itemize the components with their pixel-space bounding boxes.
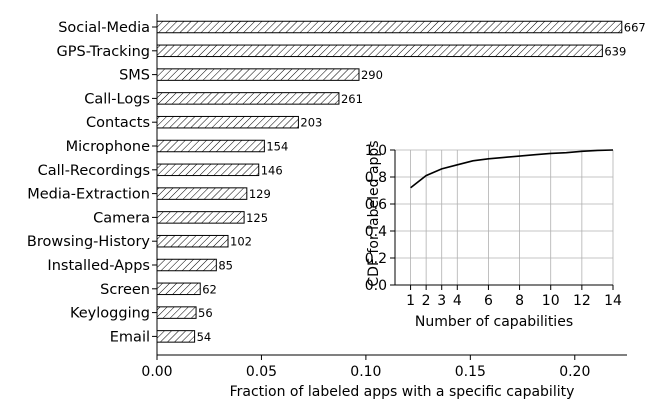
value-label-installed-apps: 85 <box>218 259 233 273</box>
value-label-microphone: 154 <box>266 140 288 154</box>
bar-microphone <box>156 139 265 153</box>
inset-y-tick-label-0-0: 0.0 <box>365 278 387 294</box>
bar-keylogging <box>156 306 197 319</box>
category-label-microphone: Microphone <box>66 139 150 155</box>
value-label-social-media: 667 <box>624 21 646 35</box>
inset-x-tick-label-2: 2 <box>422 293 431 309</box>
inset-x-axis-title: Number of capabilities <box>415 314 573 330</box>
main-bar-chart: Social-Media GPS-Tracking SMS Call-Logs Cont… <box>27 14 646 400</box>
inset-grid <box>395 149 614 286</box>
x-tick-label-0-15: 0.15 <box>455 364 486 380</box>
inset-x-tick-label-6: 6 <box>484 293 493 309</box>
inset-axes: 1 2 3 4 6 8 10 12 140.00.20.40.60.81.0 <box>365 143 622 309</box>
category-label-contacts: Contacts <box>86 115 150 131</box>
bar-social-media <box>156 20 623 34</box>
value-label-screen: 62 <box>202 282 217 296</box>
value-label-camera: 125 <box>246 211 268 225</box>
category-label-call-logs: Call-Logs <box>84 91 150 107</box>
value-label-gps-tracking: 639 <box>604 44 626 58</box>
category-label-screen: Screen <box>100 282 150 298</box>
category-label-media-extraction: Media-Extraction <box>27 187 150 203</box>
value-label-call-logs: 261 <box>341 92 363 106</box>
inset-x-tick-label-3: 3 <box>437 293 446 309</box>
category-label-installed-apps: Installed-Apps <box>47 258 150 274</box>
inset-x-tick-label-1: 1 <box>406 293 415 309</box>
bars-group <box>156 20 623 343</box>
inset-x-tick-label-8: 8 <box>515 293 524 309</box>
category-label-gps-tracking: GPS-Tracking <box>57 44 150 60</box>
inset-x-tick-label-14: 14 <box>604 293 622 309</box>
inset-y-tick-label-0-8: 0.8 <box>365 170 387 186</box>
inset-y-tick-label-0-6: 0.6 <box>365 197 387 213</box>
value-label-browsing-history: 102 <box>230 235 252 249</box>
bar-email <box>156 330 196 343</box>
cdf-line <box>410 149 614 189</box>
bar-gps-tracking <box>156 44 603 58</box>
bar-sms <box>156 68 360 81</box>
x-axis: 0.00 0.05 0.10 0.15 0.20 <box>141 14 627 380</box>
inset-y-axis-title: CDF for labeled apps <box>366 140 382 286</box>
category-label-keylogging: Keylogging <box>70 306 150 322</box>
category-labels-group: Social-Media GPS-Tracking SMS Call-Logs Cont… <box>27 20 157 345</box>
x-tick-label-0-05: 0.05 <box>246 364 277 380</box>
value-label-keylogging: 56 <box>198 306 213 320</box>
value-label-email: 54 <box>197 330 212 344</box>
bar-call-logs <box>156 92 340 105</box>
x-tick-label-0-10: 0.10 <box>350 364 381 380</box>
inset-y-tick-label-0-2: 0.2 <box>365 251 387 267</box>
inset-y-tick-label-1-0: 1.0 <box>365 143 387 159</box>
inset-y-tick-label-0-4: 0.4 <box>365 224 387 240</box>
inset-cdf-chart: 1 2 3 4 6 8 10 12 140.00.20.40.60.81.0 Number of… <box>365 140 622 330</box>
category-label-email: Email <box>110 329 150 345</box>
inset-x-tick-label-4: 4 <box>453 293 462 309</box>
value-label-call-recordings: 146 <box>261 163 283 177</box>
bar-camera <box>156 211 245 224</box>
bar-screen <box>156 282 201 296</box>
value-label-media-extraction: 129 <box>249 187 271 201</box>
category-label-social-media: Social-Media <box>58 20 150 36</box>
category-label-call-recordings: Call-Recordings <box>38 163 150 179</box>
value-label-contacts: 203 <box>300 116 322 130</box>
bar-installed-apps <box>156 258 217 272</box>
x-tick-label-0-00: 0.00 <box>141 364 172 380</box>
value-label-sms: 290 <box>361 68 383 82</box>
x-tick-label-0-20: 0.20 <box>559 364 590 380</box>
bar-browsing-history <box>156 234 229 248</box>
category-label-camera: Camera <box>93 210 150 226</box>
inset-plot-area <box>395 150 613 285</box>
bar-contacts <box>156 115 299 129</box>
x-axis-title: Fraction of labeled apps with a specific… <box>230 384 575 400</box>
bar-media-extraction <box>156 187 248 200</box>
inset-x-tick-label-12: 12 <box>573 293 591 309</box>
bar-call-recordings <box>156 163 260 177</box>
category-label-sms: SMS <box>119 68 150 84</box>
inset-x-tick-label-10: 10 <box>542 293 560 309</box>
category-label-browsing-history: Browsing-History <box>27 234 151 250</box>
